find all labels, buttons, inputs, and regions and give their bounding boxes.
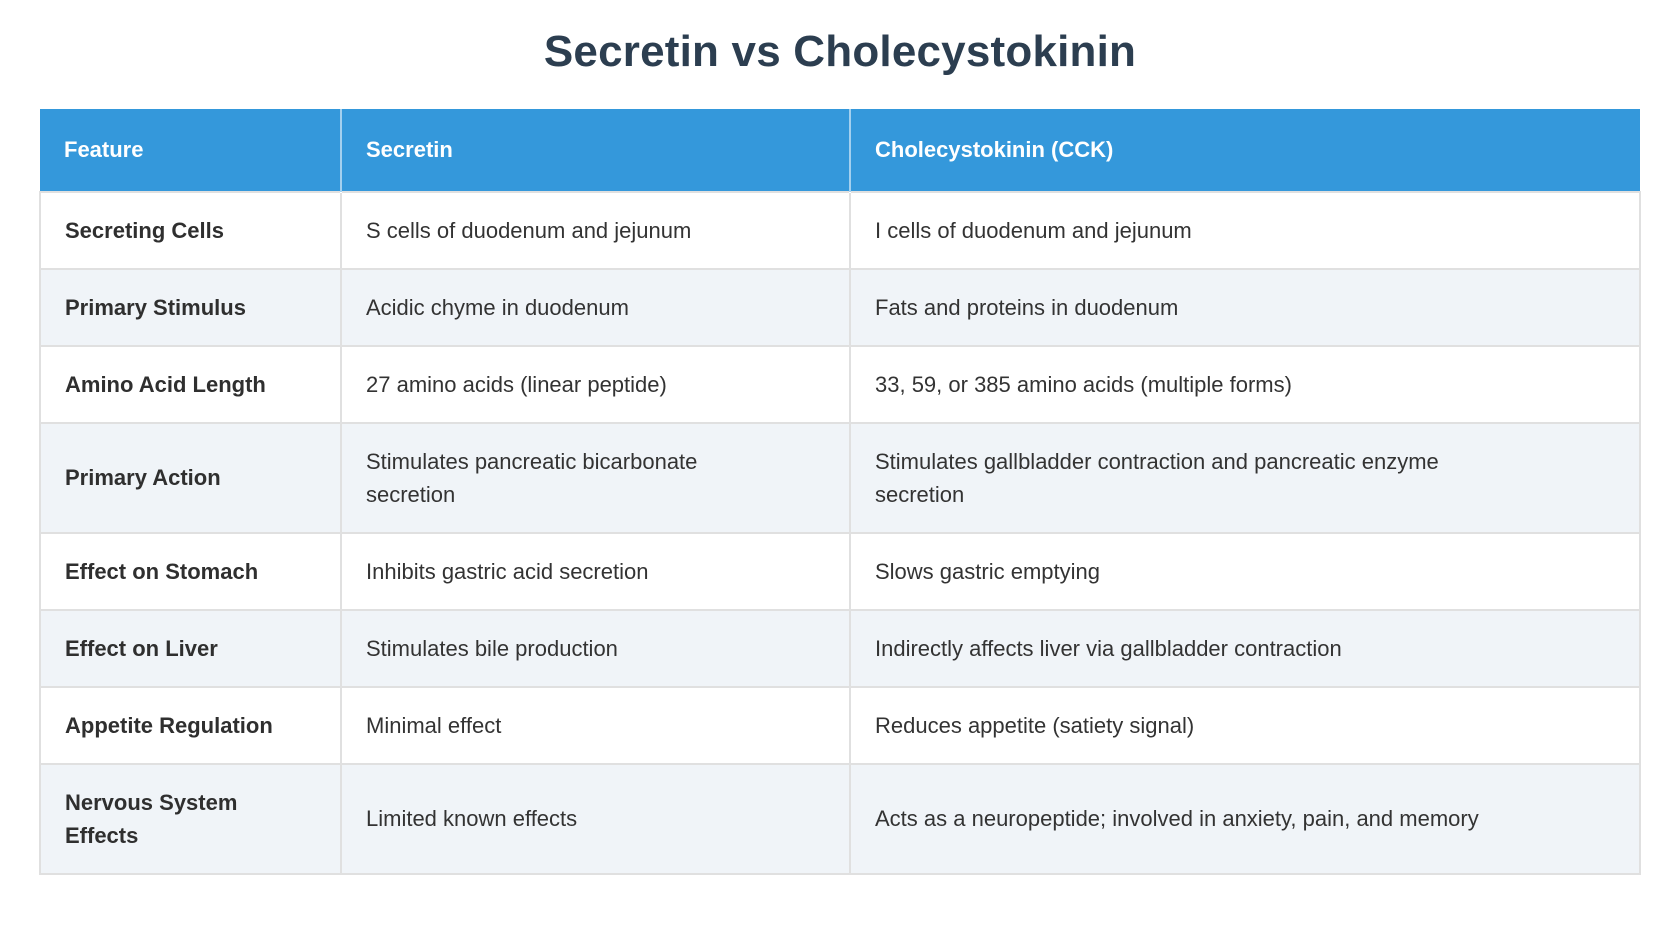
secretin-cell: Minimal effect — [340, 685, 851, 765]
secretin-cell: Stimulates pancreatic bicarbonate secret… — [340, 421, 851, 534]
table-row: Primary Stimulus Acidic chyme in duodenu… — [39, 267, 1641, 347]
column-header-feature: Feature — [40, 108, 342, 192]
feature-cell: Effect on Liver — [39, 608, 342, 688]
column-header-cck: Cholecystokinin (CCK) — [850, 108, 1640, 192]
secretin-cell: S cells of duodenum and jejunum — [340, 190, 851, 270]
feature-cell: Primary Action — [39, 421, 342, 534]
cck-cell: Fats and proteins in duodenum — [849, 267, 1641, 347]
secretin-cell: Acidic chyme in duodenum — [340, 267, 851, 347]
cck-cell: Reduces appetite (satiety signal) — [849, 685, 1641, 765]
secretin-cell: Limited known effects — [340, 762, 851, 875]
table-row: Amino Acid Length 27 amino acids (linear… — [39, 344, 1641, 424]
cck-cell: Acts as a neuropeptide; involved in anxi… — [849, 762, 1641, 875]
table-body: Secreting Cells S cells of duodenum and … — [39, 190, 1641, 875]
table-header-row: Feature Secretin Cholecystokinin (CCK) — [40, 108, 1640, 192]
cck-cell: I cells of duodenum and jejunum — [849, 190, 1641, 270]
table-row: Effect on Liver Stimulates bile producti… — [39, 608, 1641, 688]
cck-cell: Slows gastric emptying — [849, 531, 1641, 611]
comparison-table: Feature Secretin Cholecystokinin (CCK) S… — [39, 108, 1641, 875]
feature-cell: Primary Stimulus — [39, 267, 342, 347]
table-row: Appetite Regulation Minimal effect Reduc… — [39, 685, 1641, 765]
cck-cell: Stimulates gallbladder contraction and p… — [849, 421, 1641, 534]
feature-cell: Secreting Cells — [39, 190, 342, 270]
feature-cell: Nervous System Effects — [39, 762, 342, 875]
table-row: Effect on Stomach Inhibits gastric acid … — [39, 531, 1641, 611]
table-row: Secreting Cells S cells of duodenum and … — [39, 190, 1641, 270]
secretin-cell: 27 amino acids (linear peptide) — [340, 344, 851, 424]
table-header: Feature Secretin Cholecystokinin (CCK) — [40, 108, 1640, 192]
table-row: Nervous System Effects Limited known eff… — [39, 762, 1641, 875]
page-title: Secretin vs Cholecystokinin — [543, 27, 1137, 76]
secretin-cell: Inhibits gastric acid secretion — [340, 531, 851, 611]
feature-cell: Amino Acid Length — [39, 344, 342, 424]
cck-cell: 33, 59, or 385 amino acids (multiple for… — [849, 344, 1641, 424]
column-header-secretin: Secretin — [341, 108, 851, 192]
feature-cell: Appetite Regulation — [39, 685, 342, 765]
secretin-cell: Stimulates bile production — [340, 608, 851, 688]
table-row: Primary Action Stimulates pancreatic bic… — [39, 421, 1641, 534]
feature-cell: Effect on Stomach — [39, 531, 342, 611]
cck-cell: Indirectly affects liver via gallbladder… — [849, 608, 1641, 688]
